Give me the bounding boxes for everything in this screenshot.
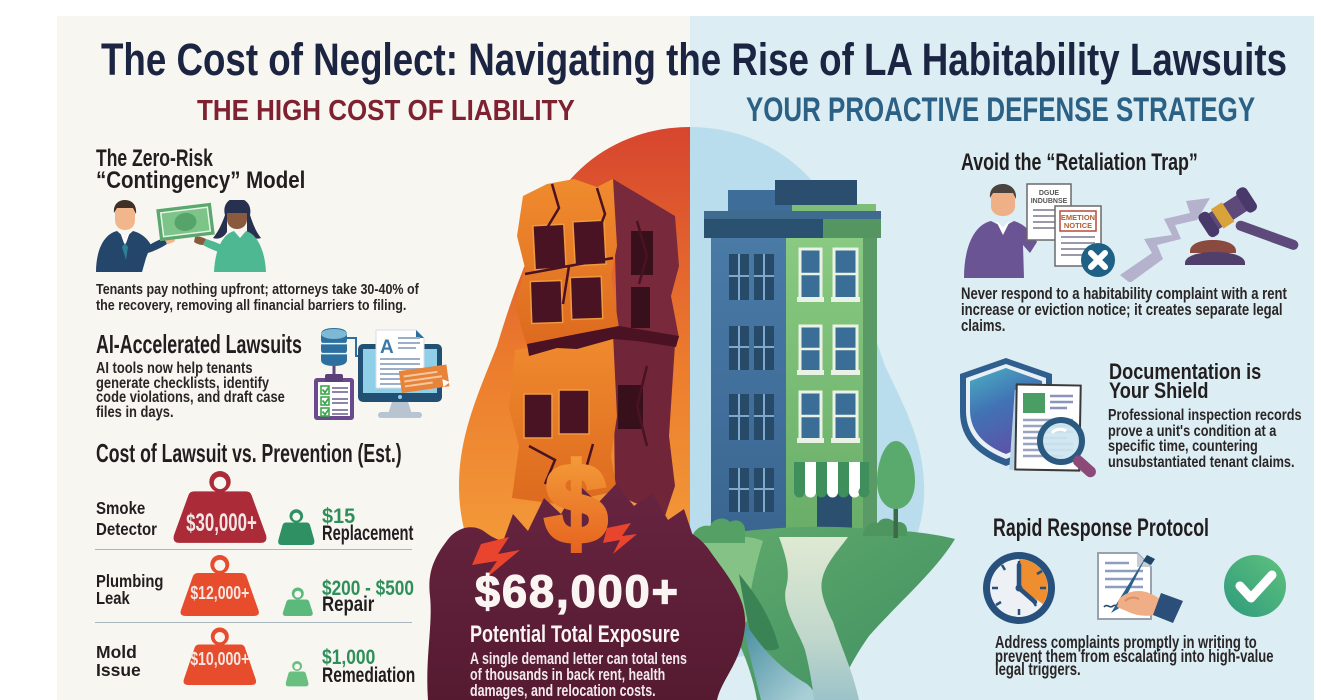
svg-text:DGUE: DGUE <box>1039 190 1060 197</box>
svg-text:EMETION: EMETION <box>1061 213 1095 222</box>
svg-text:INDUBNSE: INDUBNSE <box>1031 198 1068 205</box>
svg-text:NOTICE: NOTICE <box>1064 221 1092 230</box>
svg-text:A: A <box>380 337 394 358</box>
svg-text:$: $ <box>545 441 607 566</box>
